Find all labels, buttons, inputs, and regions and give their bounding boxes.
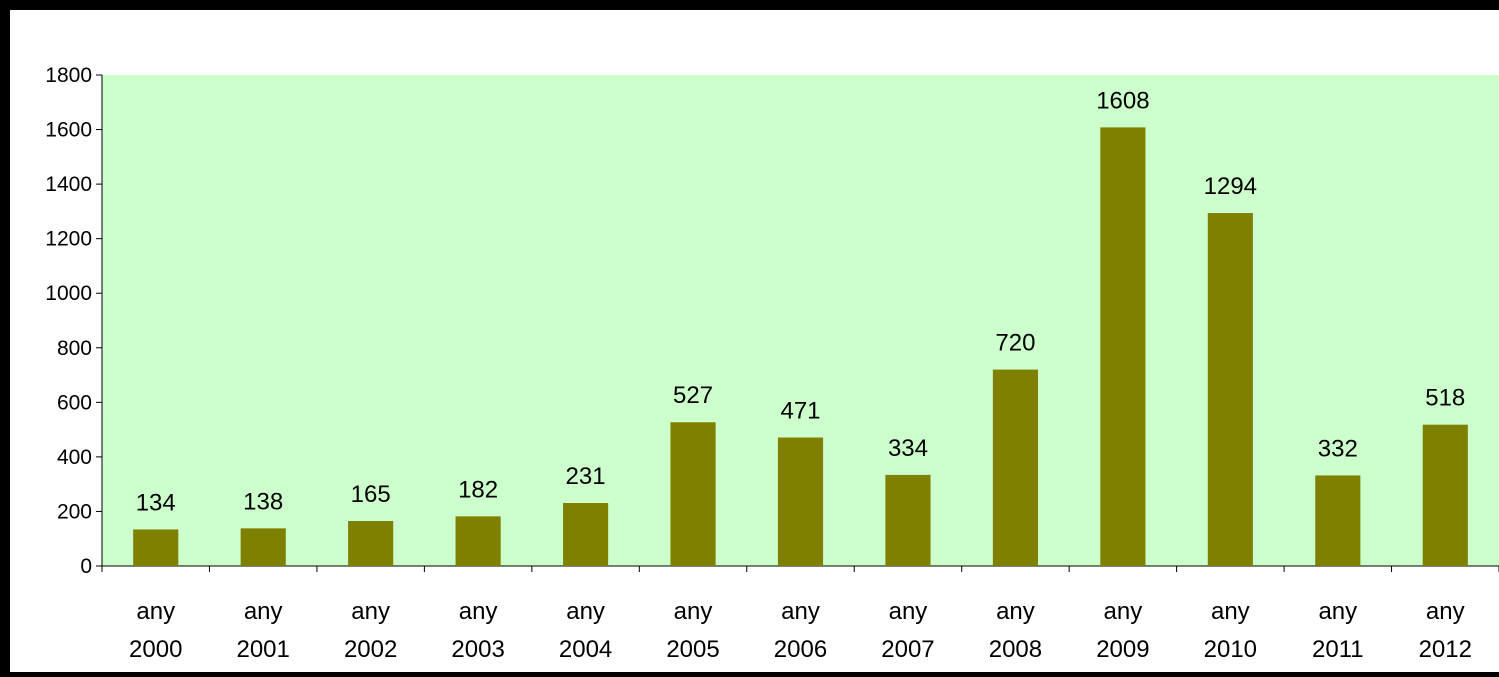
bar (1207, 213, 1253, 566)
data-label: 471 (780, 398, 820, 425)
bar (563, 502, 609, 566)
chart-frame: 0 200 400 600 800 1000 1200 1400 1600 1800 any 200… (10, 10, 1499, 672)
x-tick-label: any 2010 (1204, 598, 1257, 663)
data-label: 1608 (1096, 87, 1149, 114)
y-tick-label: 400 (57, 446, 92, 469)
bar-series (133, 127, 1468, 566)
bar (1100, 127, 1146, 566)
x-tick-label: any 2002 (344, 598, 397, 663)
x-tick-label: any 2004 (559, 598, 612, 663)
x-tick-label: any 2007 (881, 598, 934, 663)
x-tick-label: any 2005 (666, 598, 719, 663)
data-label: 1294 (1204, 173, 1257, 200)
data-label: 138 (243, 488, 283, 515)
y-axis: 0 200 400 600 800 1000 1200 1400 1600 1800 (45, 64, 103, 578)
data-labels: 134 138 165 182 231 527 471 334 720 1608 1294 332 51… (136, 87, 1466, 516)
y-tick-label: 200 (57, 500, 92, 523)
bar (240, 528, 286, 566)
y-tick-label: 1400 (45, 173, 92, 196)
y-tick-label: 1200 (45, 228, 92, 251)
bar (348, 520, 394, 566)
x-tick-label: any 2008 (989, 598, 1042, 663)
bar (992, 369, 1038, 566)
data-label: 182 (458, 476, 498, 503)
data-label: 332 (1318, 435, 1358, 462)
y-tick-label: 1800 (45, 64, 92, 87)
x-tick-label: any 2009 (1096, 598, 1149, 663)
data-label: 231 (566, 463, 606, 490)
bar-chart: 0 200 400 600 800 1000 1200 1400 1600 1800 any 200… (45, 64, 1499, 663)
x-tick-label: any 2006 (774, 598, 827, 663)
bar (1422, 424, 1468, 566)
bar (1315, 475, 1361, 566)
bar (455, 516, 501, 566)
bar (670, 422, 716, 566)
y-tick-label: 600 (57, 391, 92, 414)
data-label: 518 (1425, 385, 1465, 412)
x-tick-label: any 2001 (236, 598, 289, 663)
data-label: 720 (995, 330, 1035, 357)
bar (885, 474, 931, 566)
x-tick-label: any 2011 (1312, 598, 1364, 663)
y-tick-label: 1600 (45, 119, 92, 142)
data-label: 165 (351, 481, 391, 508)
y-tick-label: 1000 (45, 282, 92, 305)
y-tick-label: 0 (80, 555, 92, 578)
data-label: 134 (136, 489, 176, 516)
bar (777, 437, 824, 566)
x-tick-label: any 2012 (1419, 598, 1472, 663)
x-axis: any 2000 any 2001 any 2002 any 2003 any 2004 any 20… (101, 565, 1499, 663)
bar (133, 529, 179, 566)
data-label: 334 (888, 435, 928, 462)
y-tick-label: 800 (57, 337, 92, 360)
x-tick-label: any 2003 (451, 598, 504, 663)
x-tick-label: any 2000 (129, 598, 182, 663)
data-label: 527 (673, 382, 713, 409)
